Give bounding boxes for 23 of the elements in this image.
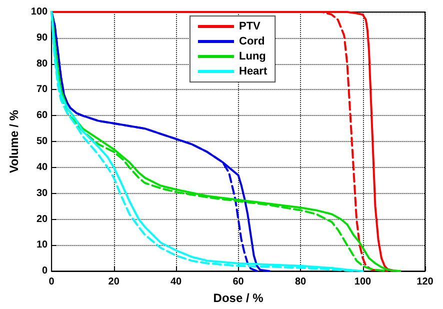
- y-tick-label: 50: [36, 136, 48, 148]
- y-tick-label: 20: [36, 214, 48, 225]
- legend-label: Cord: [239, 36, 265, 48]
- x-tick-label: 20: [108, 276, 120, 288]
- y-tick-label: 70: [36, 84, 48, 96]
- y-tick-label: 80: [36, 58, 48, 70]
- y-tick-label: 100: [30, 6, 48, 18]
- legend-label: Lung: [239, 50, 266, 62]
- x-axis-title: Dose / %: [213, 291, 264, 305]
- y-tick-label: 90: [36, 32, 48, 44]
- y-tick-label: 0: [42, 266, 48, 277]
- x-tick-label: 80: [294, 276, 307, 288]
- y-tick-label: 60: [36, 110, 48, 122]
- x-tick-label: 60: [232, 276, 244, 288]
- legend-label: PTV: [239, 20, 262, 32]
- x-tick-label: 100: [354, 276, 372, 288]
- legend-label: Heart: [239, 66, 268, 78]
- x-tick-label: 120: [416, 276, 434, 288]
- y-tick-label: 30: [36, 188, 48, 199]
- x-tick-label: 40: [170, 276, 182, 288]
- y-axis-title: Volume / %: [7, 110, 21, 174]
- y-tick-label: 40: [36, 162, 48, 173]
- y-tick-label: 10: [36, 240, 48, 251]
